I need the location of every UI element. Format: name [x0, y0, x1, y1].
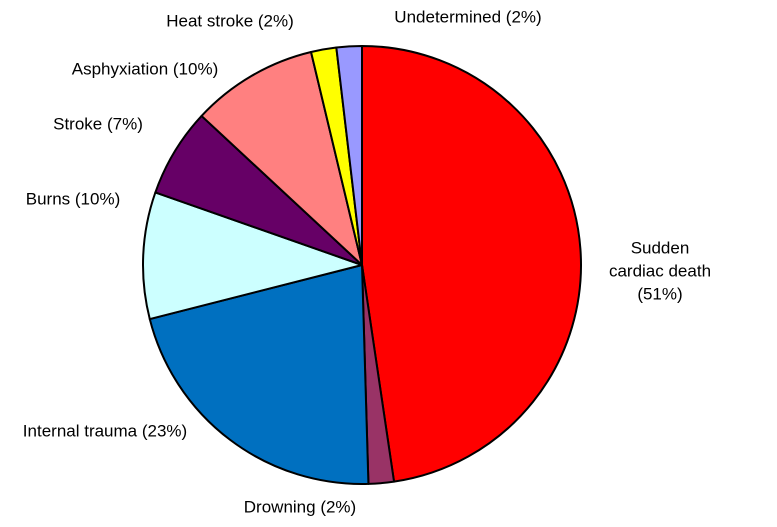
- slice-label: Stroke (7%): [53, 114, 143, 134]
- slice-label: Asphyxiation (10%): [71, 59, 219, 79]
- slice-label: Heat stroke (2%): [166, 11, 294, 31]
- pie-slice: [361, 45, 582, 483]
- pie-slice: [200, 51, 363, 266]
- pie-slice: [142, 191, 363, 321]
- pie-slice: [148, 264, 370, 485]
- pie-slice: [335, 45, 363, 266]
- slice-label: Drowning (2%): [243, 497, 357, 517]
- slice-label: Undetermined (2%): [394, 7, 542, 27]
- slice-label: Sudden cardiac death (51%): [608, 238, 712, 304]
- slice-label: Burns (10%): [25, 189, 121, 209]
- slice-label: Internal trauma (23%): [22, 421, 188, 441]
